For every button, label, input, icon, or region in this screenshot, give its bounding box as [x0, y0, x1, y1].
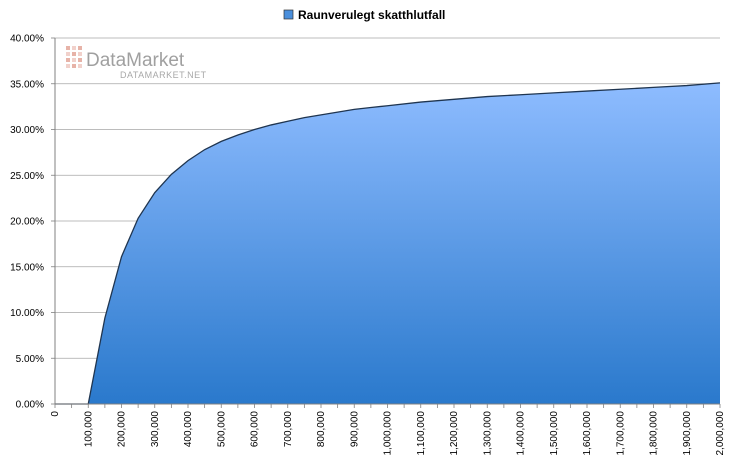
datamarket-logo-icon — [66, 46, 82, 68]
x-tick-label: 100,000 — [83, 411, 94, 448]
legend: Raunverulegt skatthlutfall — [283, 8, 445, 22]
x-tick-label: 1,100,000 — [416, 411, 427, 456]
legend-swatch — [283, 9, 294, 20]
x-tick-label: 1,400,000 — [516, 411, 527, 456]
y-tick-label: 20.00% — [10, 217, 44, 228]
x-axis-tick-labels: 0 100,000 200,000 300,000 400,000 500,000 600,… — [50, 411, 726, 456]
x-tick-label: 1,000,000 — [383, 411, 394, 456]
y-tick-label: 0.00% — [16, 400, 44, 411]
x-tick-label: 1,900,000 — [682, 411, 693, 456]
y-tick-label: 40.00% — [10, 34, 44, 45]
x-tick-label: 1,700,000 — [615, 411, 626, 456]
y-tick-label: 15.00% — [10, 262, 44, 273]
y-axis-tick-labels: 0.00% 5.00% 10.00% 15.00% 20.00% 25.00% 30.00%… — [10, 34, 44, 411]
y-tick-label: 25.00% — [10, 171, 44, 182]
x-tick-label: 600,000 — [250, 411, 261, 448]
x-tick-label: 500,000 — [216, 411, 227, 448]
y-tick-label: 30.00% — [10, 125, 44, 136]
axes — [54, 38, 721, 408]
datamarket-watermark: DataMarket DATAMARKET.NET — [66, 46, 207, 80]
x-tick-label: 800,000 — [316, 411, 327, 448]
x-tick-label: 0 — [50, 411, 61, 417]
y-tick-label: 5.00% — [16, 354, 44, 365]
series-line — [55, 82, 721, 405]
watermark-url: DATAMARKET.NET — [120, 70, 207, 80]
x-tick-label: 300,000 — [150, 411, 161, 448]
x-tick-label: 200,000 — [117, 411, 128, 448]
watermark-name: DataMarket — [86, 50, 185, 71]
plot-area — [55, 82, 721, 405]
y-tick-label: 10.00% — [10, 308, 44, 319]
x-tick-label: 400,000 — [183, 411, 194, 448]
x-tick-label: 1,200,000 — [449, 411, 460, 456]
x-tick-label: 900,000 — [349, 411, 360, 448]
x-tick-label: 1,800,000 — [649, 411, 660, 456]
x-tick-label: 2,000,000 — [715, 411, 726, 456]
y-tick-label: 35.00% — [10, 79, 44, 90]
x-tick-label: 700,000 — [283, 411, 294, 448]
x-tick-label: 1,500,000 — [549, 411, 560, 456]
legend-label: Raunverulegt skatthlutfall — [298, 8, 445, 22]
series-area — [55, 82, 720, 404]
x-tick-label: 1,300,000 — [482, 411, 493, 456]
x-tick-label: 1,600,000 — [582, 411, 593, 456]
